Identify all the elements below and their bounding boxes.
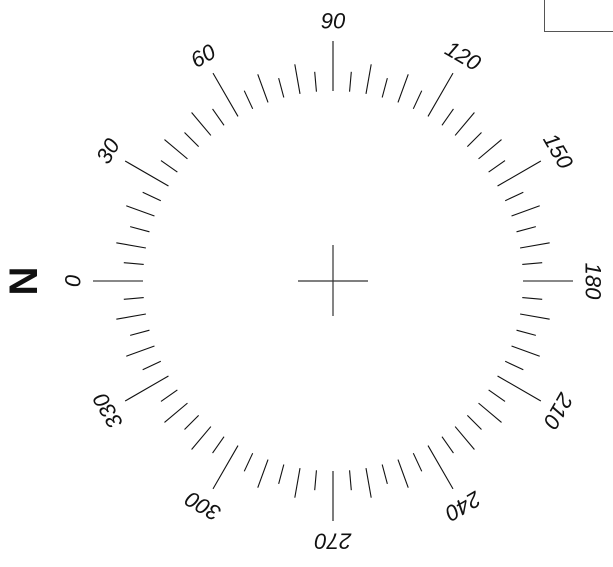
degree-label-60: 60 — [186, 39, 220, 73]
degree-label-270: 270 — [314, 529, 352, 554]
tick-235 — [441, 436, 454, 454]
tick-215 — [488, 389, 506, 402]
tick-175 — [522, 262, 543, 265]
tick-10 — [116, 242, 146, 249]
tick-30 — [124, 160, 169, 187]
degree-label-300: 300 — [180, 486, 225, 526]
tick-155 — [504, 191, 524, 202]
tick-130 — [454, 112, 475, 136]
tick-165 — [516, 226, 536, 233]
tick-340 — [126, 345, 155, 357]
tick-marks — [93, 41, 573, 521]
tick-225 — [466, 414, 482, 430]
tick-20 — [126, 205, 155, 217]
center-crosshair-icon — [298, 245, 368, 316]
tick-250 — [397, 459, 409, 488]
tick-25 — [142, 191, 162, 202]
tick-325 — [160, 389, 178, 402]
tick-105 — [381, 78, 388, 98]
degree-label-30: 30 — [91, 133, 125, 167]
tick-290 — [257, 459, 269, 488]
degree-label-180: 180 — [581, 263, 606, 300]
tick-330 — [124, 375, 169, 402]
tick-15 — [130, 226, 150, 233]
tick-45 — [184, 132, 200, 148]
tick-205 — [504, 360, 524, 371]
tick-55 — [212, 108, 225, 126]
tick-335 — [142, 360, 162, 371]
tick-280 — [294, 468, 301, 498]
tick-150 — [497, 160, 542, 187]
tick-260 — [365, 468, 372, 498]
tick-65 — [243, 90, 254, 110]
tick-195 — [516, 329, 536, 336]
degree-label-150: 150 — [538, 129, 578, 174]
tick-100 — [365, 64, 372, 94]
tick-40 — [164, 139, 188, 160]
tick-60 — [212, 72, 239, 117]
tick-85 — [314, 71, 317, 92]
degree-label-90: 90 — [321, 9, 346, 34]
tick-320 — [164, 402, 188, 423]
tick-135 — [466, 132, 482, 148]
tick-300 — [212, 445, 239, 490]
tick-305 — [212, 436, 225, 454]
tick-50 — [191, 112, 212, 136]
corner-box — [544, 0, 613, 32]
tick-285 — [278, 464, 285, 484]
tick-230 — [454, 426, 475, 450]
tick-350 — [116, 313, 146, 320]
tick-75 — [278, 78, 285, 98]
tick-80 — [294, 64, 301, 94]
tick-35 — [160, 160, 178, 173]
degree-label-210: 210 — [538, 388, 579, 434]
degree-label-240: 240 — [440, 486, 486, 527]
tick-120 — [427, 72, 454, 117]
tick-355 — [123, 297, 144, 300]
tick-110 — [397, 74, 409, 103]
tick-170 — [520, 242, 550, 249]
tick-145 — [488, 160, 506, 173]
tick-275 — [314, 470, 317, 491]
tick-210 — [497, 375, 542, 402]
tick-185 — [522, 297, 543, 300]
degree-label-0: 0 — [61, 274, 86, 287]
tick-255 — [381, 464, 388, 484]
tick-115 — [412, 90, 423, 110]
tick-240 — [427, 445, 454, 490]
tick-315 — [184, 414, 200, 430]
tick-95 — [349, 71, 352, 92]
tick-295 — [243, 452, 254, 472]
tick-190 — [520, 313, 550, 320]
tick-245 — [412, 452, 423, 472]
degree-label-330: 330 — [87, 388, 127, 433]
tick-5 — [123, 262, 144, 265]
tick-220 — [478, 402, 502, 423]
tick-265 — [349, 470, 352, 491]
tick-70 — [257, 74, 269, 103]
tick-345 — [130, 329, 150, 336]
tick-140 — [478, 139, 502, 160]
tick-200 — [511, 345, 540, 357]
tick-125 — [441, 108, 454, 126]
tick-310 — [191, 426, 212, 450]
north-label: N — [2, 267, 46, 296]
degree-label-120: 120 — [441, 36, 486, 76]
tick-160 — [511, 205, 540, 217]
